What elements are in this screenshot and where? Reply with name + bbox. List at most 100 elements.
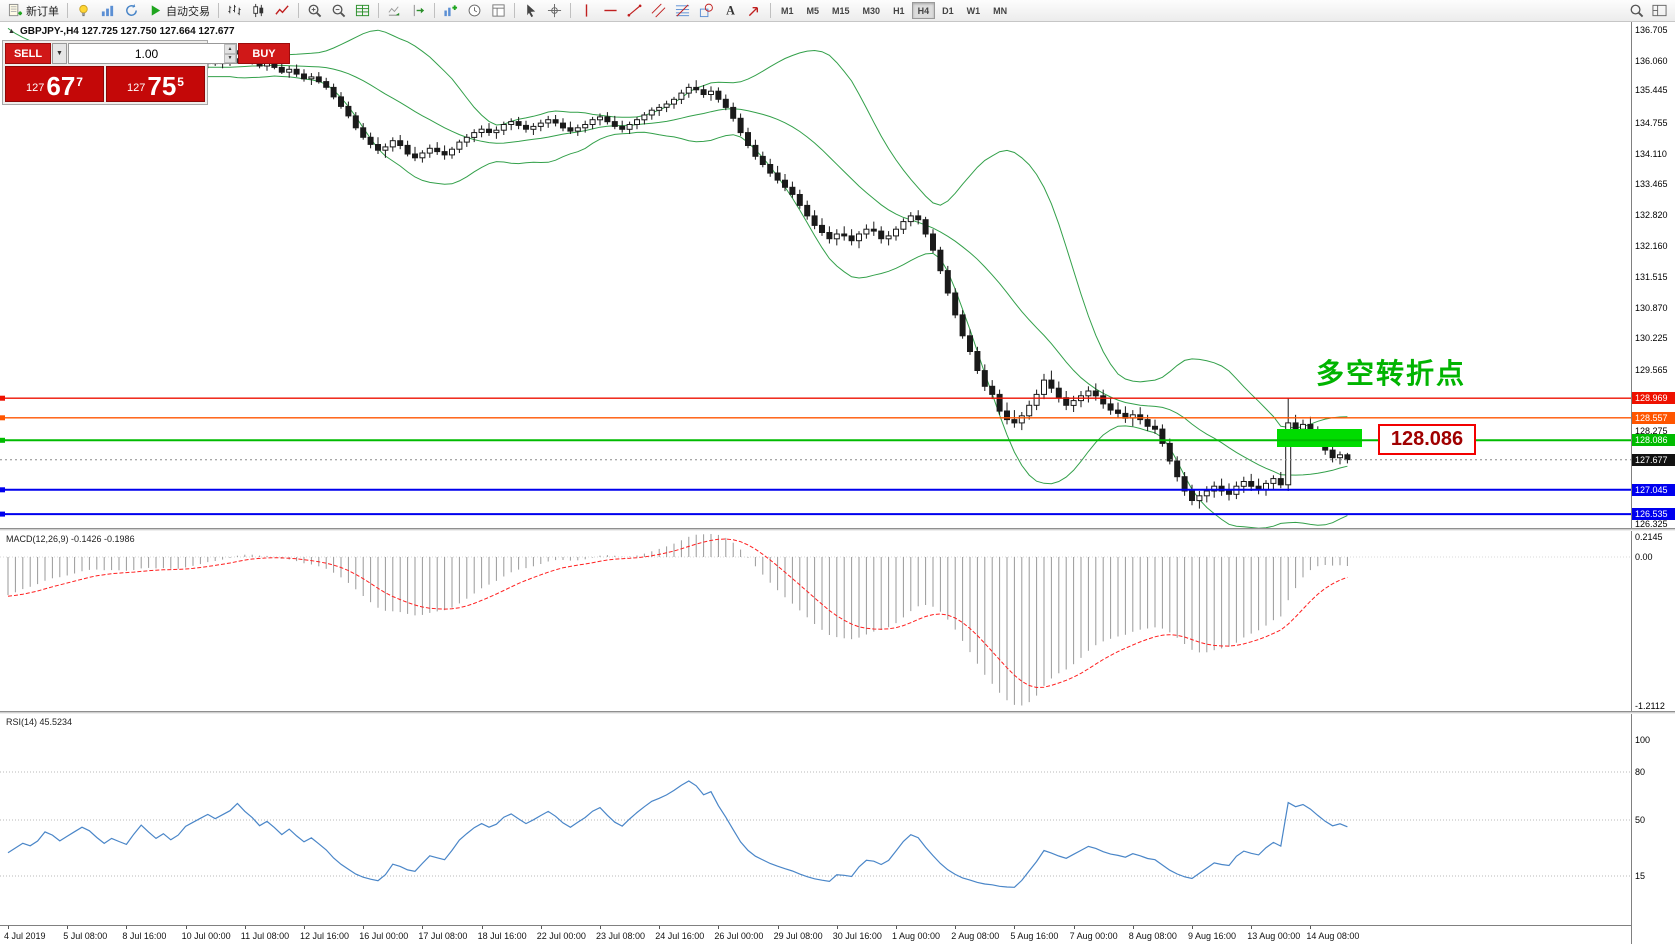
tile-windows-button[interactable] [351,1,374,21]
autotrading-button[interactable]: 自动交易 [144,1,214,21]
timeframe-m15-button[interactable]: M15 [826,2,856,19]
price-tag-128.557[interactable]: 128.557 [1632,411,1675,424]
timeframe-w1-button[interactable]: W1 [961,2,987,19]
vertical-line-button[interactable] [575,1,598,21]
hline-127.045[interactable] [0,487,1631,493]
hline-128.086[interactable] [0,437,1631,443]
navigator-button[interactable] [120,1,143,21]
auto-scroll-icon [388,6,400,16]
date-tick [600,926,601,929]
toolbar-right-group [1625,1,1671,21]
chart-symbol-icon: ▲ [8,28,15,35]
price-tag-127.045[interactable]: 127.045 [1632,483,1675,496]
timeframe-h1-button[interactable]: H1 [887,2,911,19]
chart-shift-button[interactable] [407,1,430,21]
profiles-button[interactable] [463,1,486,21]
price-tag-128.086[interactable]: 128.086 [1632,434,1675,447]
panel-splitter-macd[interactable] [0,528,1675,531]
new-chart-button[interactable] [439,1,462,21]
order-type-dropdown[interactable]: ▼ [52,43,67,64]
date-label: 18 Jul 16:00 [477,931,527,941]
timeframe-mn-button[interactable]: MN [987,2,1013,19]
price-callout-label[interactable]: 128.086 [1378,424,1476,455]
text-button[interactable]: A [719,1,742,21]
buy-price-prefix: 127 [127,82,146,94]
line-chart-button[interactable] [271,1,294,21]
date-label: 16 Jul 00:00 [359,931,409,941]
chart-plus-icon [444,5,458,17]
date-tick [244,926,246,929]
fibonacci-button[interactable] [671,1,694,21]
date-label: 2 Aug 08:00 [951,931,1000,941]
date-tick [896,926,897,929]
highlight-rectangle[interactable] [1277,429,1362,447]
price-tag-128.969[interactable]: 128.969 [1632,392,1675,405]
timeframe-d1-button[interactable]: D1 [936,2,960,19]
date-label: 1 Aug 00:00 [892,931,941,941]
auto-scroll-button[interactable] [383,1,406,21]
market-watch-button[interactable] [96,1,119,21]
timeframe-m30-button[interactable]: M30 [857,2,887,19]
buy-price-button[interactable]: 127 75 5 [106,66,205,102]
volume-field: ▲ ▼ [68,43,237,64]
macd-scale-label: 0.2145 [1635,532,1663,542]
date-axis[interactable]: 4 Jul 2019 5 Jul 08:00 8 Jul 16:00 10 Jul 0… [0,925,1631,944]
macd-panel[interactable] [0,531,1631,711]
turning-point-annotation[interactable]: 多空转折点 [1316,358,1467,389]
sell-price-button[interactable]: 127 67 7 [5,66,104,102]
cursor-button[interactable] [519,1,542,21]
hline-128.557[interactable] [0,415,1631,421]
toolbar-separator [434,3,435,18]
charts-button[interactable] [72,1,95,21]
macd-histogram [7,534,1348,706]
trendline-button[interactable] [623,1,646,21]
new-order-icon [8,3,23,17]
panel-splitter-rsi[interactable] [0,711,1675,714]
hline-128.969[interactable] [0,395,1631,401]
timeframe-m1-button[interactable]: M1 [775,2,800,19]
price-chart[interactable] [0,22,1631,528]
macd-signal-line [7,538,1348,689]
bollinger-bands [7,27,1348,528]
shapes-button[interactable] [695,1,718,21]
crosshair-button[interactable] [543,1,566,21]
arrows-button[interactable] [743,1,766,21]
macd-scale-label: 0.00 [1635,552,1653,562]
zoom-out-button[interactable] [327,1,350,21]
channel-button[interactable] [647,1,670,21]
bar-chart-button[interactable] [223,1,246,21]
hline-126.535[interactable] [0,511,1631,517]
price-scale-label: 132.820 [1635,209,1668,220]
date-label: 30 Jul 16:00 [832,931,882,941]
volume-down-button[interactable]: ▼ [224,53,236,63]
toolbar-separator [570,3,571,18]
shapes-icon [699,3,713,18]
arrow-icon [748,6,759,17]
buy-button[interactable]: BUY [238,43,290,64]
volume-up-button[interactable]: ▲ [224,44,236,54]
chart-shift-icon [413,4,425,17]
candlestick-chart-button[interactable] [247,1,270,21]
templates-button[interactable] [487,1,510,21]
template-icon [492,4,505,17]
date-label: 17 Jul 08:00 [418,931,468,941]
date-tick [185,926,187,929]
date-label: 5 Aug 16:00 [1010,931,1059,941]
play-icon [151,5,161,16]
timeframe-m5-button[interactable]: M5 [801,2,826,19]
date-tick [836,926,838,929]
date-tick [126,926,128,929]
zoom-in-button[interactable] [303,1,326,21]
timeframe-h4-button[interactable]: H4 [911,2,936,19]
sell-button[interactable]: SELL [5,43,51,64]
rsi-panel[interactable] [0,714,1631,925]
date-tick [1192,926,1193,929]
search-button[interactable] [1625,1,1648,21]
new-order-button[interactable]: 新订单 [4,1,63,21]
price-axis[interactable]: 136.705 136.060 135.445 134.755 134.110 133.4… [1631,22,1675,944]
date-label: 10 Jul 00:00 [181,931,231,941]
price-tag-126.535[interactable]: 126.535 [1632,508,1675,521]
horizontal-line-button[interactable] [599,1,622,21]
volume-input[interactable] [69,44,224,63]
layout-button[interactable] [1648,1,1671,21]
